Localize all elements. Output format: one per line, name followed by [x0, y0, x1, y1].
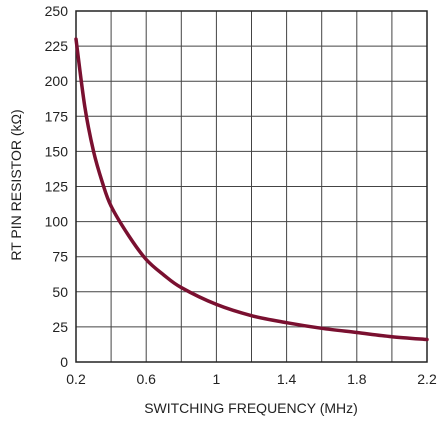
tick-labels: 0 25 50 75 100 125 150 175 200 225 250 0.2 0.6 1 1.4 1.…: [45, 3, 437, 387]
x-tick-label: 1: [213, 371, 221, 387]
y-tick-label: 250: [45, 3, 69, 19]
y-tick-label: 25: [52, 319, 68, 335]
series-line: [74, 37, 429, 342]
grid: [75, 10, 428, 363]
y-tick-label: 150: [45, 143, 69, 159]
y-tick-label: 175: [45, 108, 69, 124]
y-tick-label: 200: [45, 73, 69, 89]
y-tick-label: 225: [45, 38, 69, 54]
x-axis-label: SWITCHING FREQUENCY (MHz): [144, 400, 358, 416]
plot-border: [75, 10, 428, 363]
plot-area: [74, 37, 429, 342]
y-tick-label: 50: [52, 284, 68, 300]
x-tick-label: 0.6: [136, 371, 156, 387]
x-tick-label: 2.2: [417, 371, 437, 387]
y-tick-label: 100: [45, 214, 69, 230]
x-tick-label: 1.4: [277, 371, 297, 387]
y-tick-label: 75: [52, 249, 68, 265]
y-axis-label: RT PIN RESISTOR (kΩ): [8, 109, 24, 260]
x-tick-label: 0.2: [66, 371, 86, 387]
y-tick-label: 125: [45, 179, 69, 195]
y-tick-label: 0: [60, 354, 68, 370]
x-tick-label: 1.8: [347, 371, 367, 387]
